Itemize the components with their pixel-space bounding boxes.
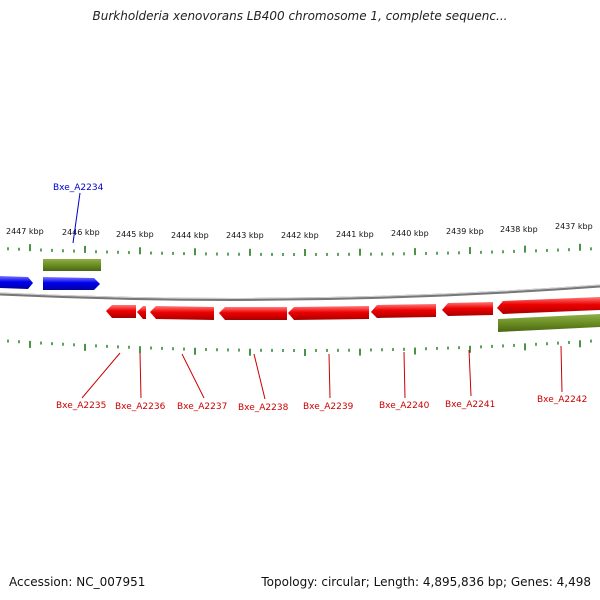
gene-label[interactable]: Bxe_A2242 (537, 395, 587, 405)
gene-label[interactable]: Bxe_A2236 (115, 402, 166, 412)
gene-arrow-reverse[interactable] (442, 302, 493, 316)
gene-arrow-reverse[interactable] (137, 306, 146, 319)
gene-label[interactable]: Bxe_A2239 (303, 402, 354, 412)
label-leader (72, 192, 81, 244)
gene-label[interactable]: Bxe_A2238 (238, 403, 289, 413)
gene-label[interactable]: Bxe_A2235 (56, 401, 106, 411)
map-title: Burkholderia xenovorans LB400 chromosome… (92, 9, 508, 23)
scale-label: 2440 kbp (391, 229, 429, 238)
gene-arrow-reverse[interactable] (106, 305, 136, 318)
accession-text: Accession: NC_007951 (9, 575, 146, 589)
gene-label[interactable]: Bxe_A2240 (379, 401, 430, 411)
genome-summary-text: Topology: circular; Length: 4,895,836 bp… (261, 575, 591, 589)
scale-label: 2441 kbp (336, 230, 374, 239)
gene-arrow-reverse[interactable] (219, 307, 287, 320)
gene-label[interactable]: Bxe_A2241 (445, 400, 495, 410)
label-leader (403, 351, 406, 399)
scale-label: 2442 kbp (281, 231, 319, 240)
gene-label[interactable]: Bxe_A2234 (53, 183, 104, 193)
scale-label: 2446 kbp (62, 228, 100, 237)
label-leader (81, 352, 121, 399)
label-leader (253, 353, 266, 400)
scale-ticks-bottom (7, 339, 592, 356)
label-leader (328, 353, 331, 399)
gene-arrow-forward[interactable] (43, 277, 100, 290)
gene-arrow-forward[interactable] (0, 276, 33, 289)
feature-bar[interactable] (43, 259, 101, 271)
label-leader (468, 349, 472, 397)
gene-arrow-reverse[interactable] (150, 306, 214, 320)
gene-arrow-reverse[interactable] (497, 297, 600, 314)
chromosome-backbone-highlight (0, 284, 600, 299)
label-leader (560, 345, 563, 393)
feature-bar[interactable] (498, 314, 600, 332)
scale-label: 2444 kbp (171, 231, 209, 240)
scale-label: 2438 kbp (500, 225, 538, 234)
label-leader (139, 352, 142, 399)
label-leader (181, 353, 205, 399)
gene-arrow-reverse[interactable] (288, 306, 369, 320)
scale-label: 2447 kbp (6, 227, 44, 236)
scale-label: 2437 kbp (555, 222, 593, 231)
scale-ticks-top (7, 243, 592, 256)
gene-label[interactable]: Bxe_A2237 (177, 402, 227, 412)
scale-label: 2445 kbp (116, 230, 154, 239)
scale-label: 2439 kbp (446, 227, 484, 236)
scale-label: 2443 kbp (226, 231, 264, 240)
chromosome-backbone (0, 284, 600, 301)
gene-arrow-reverse[interactable] (371, 304, 436, 318)
